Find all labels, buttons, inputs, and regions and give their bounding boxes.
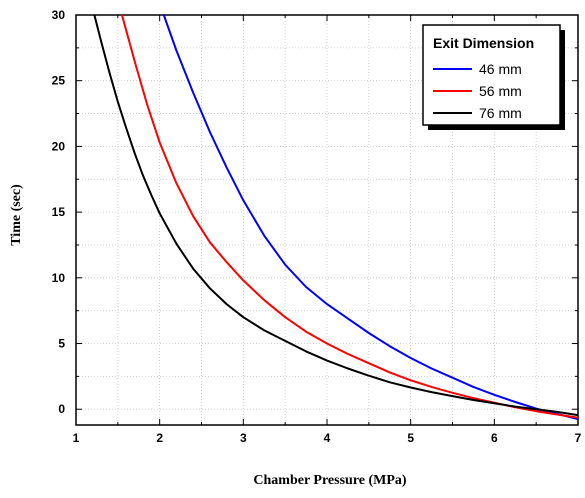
legend-label-1: 46 mm	[479, 61, 522, 77]
legend-box	[422, 24, 561, 126]
legend-label-2: 56 mm	[479, 83, 522, 99]
y-tick-label: 0	[58, 402, 65, 416]
legend-title: Exit Dimension	[433, 35, 534, 51]
x-axis-title: Chamber Pressure (MPa)	[253, 473, 407, 488]
x-tick-label: 2	[156, 431, 163, 445]
x-tick-label: 7	[575, 431, 582, 445]
x-tick-label: 4	[324, 431, 331, 445]
y-tick-label: 25	[52, 74, 66, 88]
series-line-3	[93, 14, 579, 417]
y-tick-label: 10	[52, 271, 66, 285]
x-tick-label: 1	[73, 431, 80, 445]
legend: Exit Dimension 46 mm 56 mm 76 mm	[422, 24, 565, 130]
x-tick-label: 6	[491, 431, 498, 445]
y-tick-label: 30	[52, 8, 66, 22]
x-tick-label: 3	[240, 431, 247, 445]
axes	[75, 14, 579, 426]
x-tick-label: 5	[407, 431, 414, 445]
legend-label-3: 76 mm	[479, 105, 522, 121]
y-tick-label: 5	[58, 337, 65, 351]
y-tick-label: 15	[52, 205, 66, 219]
series-group	[93, 14, 579, 421]
y-axis-title: Time (sec)	[9, 184, 24, 246]
y-tick-label: 20	[52, 139, 66, 153]
series-line-1	[162, 14, 579, 421]
tick-labels: 1 2 3 4 5 6 7 0 5 10 15 20 25 30	[52, 8, 582, 445]
